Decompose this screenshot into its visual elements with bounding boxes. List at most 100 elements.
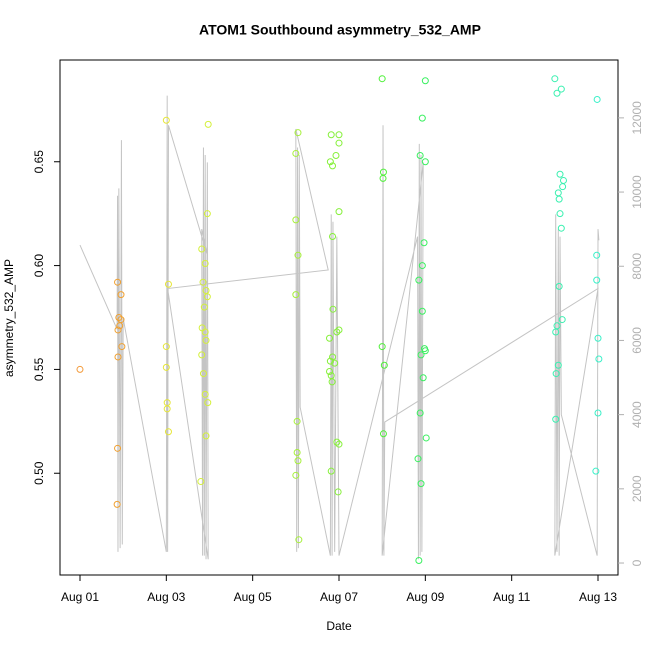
- point: [551, 75, 559, 83]
- point: [329, 233, 337, 241]
- point: [335, 326, 343, 334]
- point: [335, 139, 343, 147]
- point: [326, 367, 334, 375]
- point: [326, 334, 334, 342]
- point: [552, 415, 560, 423]
- y-tick-label: 0.65: [32, 150, 46, 174]
- point: [114, 353, 122, 361]
- point: [418, 262, 426, 270]
- point: [198, 245, 206, 253]
- point: [335, 131, 343, 139]
- point: [203, 293, 211, 301]
- point: [162, 343, 170, 351]
- point: [333, 438, 341, 446]
- point: [420, 239, 428, 247]
- point: [414, 455, 422, 463]
- point: [554, 189, 562, 197]
- point: [421, 158, 429, 166]
- point: [416, 152, 424, 160]
- point: [593, 95, 601, 103]
- y2-tick-label: 10000: [630, 175, 644, 209]
- point: [199, 370, 207, 378]
- point: [204, 120, 212, 128]
- x-tick-label: Aug 01: [61, 590, 99, 604]
- x-tick-label: Aug 03: [147, 590, 185, 604]
- point: [595, 355, 603, 363]
- point: [554, 361, 562, 369]
- x-axis-label: Date: [326, 619, 352, 633]
- y2-tick-label: 8000: [630, 253, 644, 280]
- point: [594, 409, 602, 417]
- point: [202, 336, 210, 344]
- point: [559, 183, 567, 191]
- point: [417, 351, 425, 359]
- point: [113, 500, 121, 508]
- point: [415, 276, 423, 284]
- point: [203, 210, 211, 218]
- point: [292, 149, 300, 157]
- point: [329, 162, 337, 170]
- point: [418, 307, 426, 315]
- point: [294, 251, 302, 259]
- point: [116, 322, 124, 330]
- point: [326, 158, 334, 166]
- point: [201, 390, 209, 398]
- point: [329, 305, 337, 313]
- point: [201, 328, 209, 336]
- point: [117, 291, 125, 299]
- point: [294, 129, 302, 137]
- point: [114, 326, 122, 334]
- point: [114, 278, 122, 286]
- x-tick-label: Aug 13: [579, 590, 617, 604]
- point: [417, 480, 425, 488]
- x-tick-label: Aug 07: [320, 590, 358, 604]
- point: [162, 363, 170, 371]
- point: [327, 131, 335, 139]
- y2-tick-label: 6000: [630, 327, 644, 354]
- point: [558, 316, 566, 324]
- point: [292, 291, 300, 299]
- point: [199, 278, 207, 286]
- point: [293, 417, 301, 425]
- point: [418, 114, 426, 122]
- point: [335, 440, 343, 448]
- point: [197, 478, 205, 486]
- point: [553, 322, 561, 330]
- point: [593, 251, 601, 259]
- point: [334, 488, 342, 496]
- point: [592, 467, 600, 475]
- point: [329, 353, 337, 361]
- point: [378, 75, 386, 83]
- point: [552, 328, 560, 336]
- point: [416, 409, 424, 417]
- x-tick-label: Aug 05: [234, 590, 272, 604]
- point: [556, 210, 564, 218]
- point: [335, 208, 343, 216]
- point: [114, 444, 122, 452]
- point: [202, 432, 210, 440]
- point: [555, 195, 563, 203]
- point: [422, 434, 430, 442]
- y-tick-label: 0.60: [32, 254, 46, 278]
- y-tick-label: 0.55: [32, 357, 46, 381]
- point: [379, 430, 387, 438]
- point: [331, 359, 339, 367]
- point: [593, 276, 601, 284]
- point: [557, 85, 565, 93]
- chart-title: ATOM1 Southbound asymmetry_532_AMP: [199, 22, 481, 38]
- point: [421, 347, 429, 355]
- point: [415, 556, 423, 564]
- point: [327, 467, 335, 475]
- point: [378, 343, 386, 351]
- point: [293, 448, 301, 456]
- y-axis-label: asymmetry_532_AMP: [2, 259, 16, 377]
- point: [292, 216, 300, 224]
- point: [328, 378, 336, 386]
- point: [557, 224, 565, 232]
- point: [204, 399, 212, 407]
- y2-tick-label: 0: [630, 559, 644, 566]
- point: [326, 357, 334, 365]
- point: [76, 365, 84, 373]
- point: [294, 457, 302, 465]
